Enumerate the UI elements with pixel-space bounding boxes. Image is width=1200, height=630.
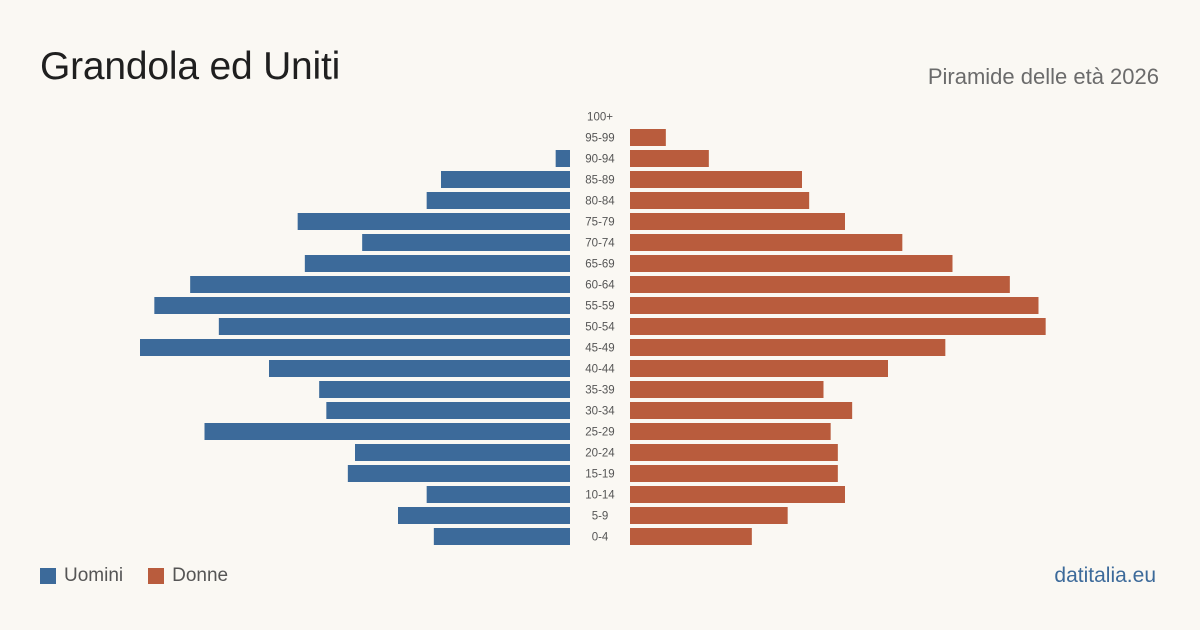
bar-men-30-34 xyxy=(326,402,570,419)
bar-men-75-79 xyxy=(297,213,570,230)
bar-women-60-64 xyxy=(630,276,1010,293)
bar-women-25-29 xyxy=(630,423,831,440)
page-title: Grandola ed Uniti xyxy=(40,45,341,88)
age-label-90-94: 90-94 xyxy=(585,154,615,166)
legend: Uomini Donne xyxy=(40,565,253,587)
bar-women-30-34 xyxy=(630,402,853,419)
bar-men-25-29 xyxy=(204,423,570,440)
bar-men-35-39 xyxy=(319,381,570,398)
population-pyramid-chart: 100+ 95-99 90-94 85-89 80-84 75-79 70-74 65-69 6… xyxy=(140,112,1046,545)
age-label-25-29: 25-29 xyxy=(585,427,614,439)
bar-women-50-54 xyxy=(630,318,1046,335)
bar-men-45-49 xyxy=(140,339,570,356)
bar-women-5-9 xyxy=(630,507,788,524)
age-label-20-24: 20-24 xyxy=(585,448,615,460)
legend-swatch-women xyxy=(148,568,165,584)
age-label-85-89: 85-89 xyxy=(585,175,614,187)
bar-women-80-84 xyxy=(630,192,810,209)
bar-women-70-74 xyxy=(630,234,903,251)
bar-men-70-74 xyxy=(362,234,570,251)
age-label-15-19: 15-19 xyxy=(585,469,614,481)
bar-men-60-64 xyxy=(190,276,570,293)
age-label-95-99: 95-99 xyxy=(585,133,614,145)
legend-label-women: Donne xyxy=(172,565,229,586)
chart-subtitle: Piramide delle età 2026 xyxy=(927,64,1159,89)
bar-women-0-4 xyxy=(630,528,752,545)
legend-swatch-men xyxy=(40,568,56,584)
bar-women-40-44 xyxy=(630,360,888,377)
age-label-100plus: 100+ xyxy=(587,112,613,124)
age-label-70-74: 70-74 xyxy=(585,238,615,250)
age-label-80-84: 80-84 xyxy=(585,196,615,208)
legend-item-women: Donne xyxy=(148,565,228,587)
bar-women-90-94 xyxy=(630,150,709,167)
bar-men-20-24 xyxy=(355,444,570,461)
bar-men-5-9 xyxy=(398,507,570,524)
age-label-60-64: 60-64 xyxy=(585,280,615,292)
bar-women-20-24 xyxy=(630,444,838,461)
age-label-10-14: 10-14 xyxy=(585,490,615,502)
bar-women-35-39 xyxy=(630,381,824,398)
bar-men-55-59 xyxy=(154,297,571,314)
bar-women-10-14 xyxy=(630,486,845,503)
bar-men-15-19 xyxy=(347,465,570,482)
legend-label-men: Uomini xyxy=(64,565,124,586)
bar-women-45-49 xyxy=(630,339,946,356)
age-label-55-59: 55-59 xyxy=(585,301,614,313)
bar-women-95-99 xyxy=(630,129,666,146)
age-label-75-79: 75-79 xyxy=(585,217,614,229)
brand-link[interactable]: datitalia.eu xyxy=(1054,564,1156,587)
age-label-0-4: 0-4 xyxy=(592,532,609,544)
bar-men-40-44 xyxy=(269,360,570,377)
age-label-40-44: 40-44 xyxy=(585,364,615,376)
age-label-50-54: 50-54 xyxy=(585,322,615,334)
legend-item-men: Uomini xyxy=(40,565,123,587)
bar-women-75-79 xyxy=(630,213,845,230)
bar-men-10-14 xyxy=(426,486,570,503)
bar-men-85-89 xyxy=(441,171,570,188)
age-label-30-34: 30-34 xyxy=(585,406,615,418)
age-label-45-49: 45-49 xyxy=(585,343,614,355)
bar-men-50-54 xyxy=(218,318,571,335)
age-label-5-9: 5-9 xyxy=(592,511,609,523)
bar-women-15-19 xyxy=(630,465,838,482)
bar-women-65-69 xyxy=(630,255,953,272)
age-label-35-39: 35-39 xyxy=(585,385,614,397)
age-label-65-69: 65-69 xyxy=(585,259,614,271)
bar-women-55-59 xyxy=(630,297,1039,314)
bar-men-80-84 xyxy=(426,192,570,209)
bar-women-85-89 xyxy=(630,171,802,188)
bar-men-0-4 xyxy=(433,528,570,545)
bar-men-65-69 xyxy=(304,255,570,272)
bar-men-90-94 xyxy=(555,150,570,167)
